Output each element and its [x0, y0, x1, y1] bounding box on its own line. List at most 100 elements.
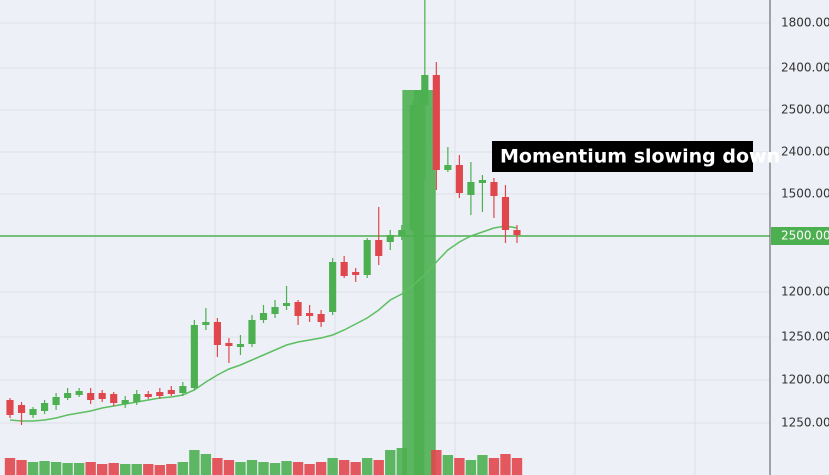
- candle-body: [501, 197, 510, 230]
- volume-bar: [304, 464, 315, 475]
- candle-body: [121, 400, 129, 404]
- volume-bar: [327, 458, 338, 475]
- candle-body: [294, 302, 302, 316]
- candle-body: [386, 235, 394, 242]
- candle-body: [432, 75, 440, 170]
- volume-bar: [27, 462, 39, 475]
- price-label: 1250.00: [781, 330, 829, 344]
- price-label: 1500.00: [781, 187, 829, 201]
- volume-bar: [292, 462, 304, 475]
- candle-body: [98, 393, 106, 399]
- volume-bar: [442, 455, 454, 475]
- candle-body: [75, 391, 83, 395]
- volume-bar: [413, 90, 436, 475]
- volume-bar: [4, 458, 16, 475]
- volume-bar: [50, 462, 62, 475]
- candle-body: [190, 325, 198, 388]
- candle-body: [317, 314, 325, 322]
- volume-bar: [131, 464, 142, 475]
- candle-body: [455, 165, 463, 193]
- level-label: 2500.00: [781, 229, 829, 243]
- candle-body: [167, 390, 175, 394]
- price-axis: 1800.00 2400.00 2500.00 2400.00 1500.00 1200.…: [771, 16, 829, 430]
- volume-bar: [177, 462, 189, 475]
- volume-bar: [73, 463, 85, 475]
- candle-body: [202, 322, 210, 325]
- candle-body: [282, 303, 291, 306]
- candle-body: [513, 230, 521, 235]
- volume-bar: [16, 460, 27, 475]
- candle-body: [271, 307, 279, 314]
- candle-body: [329, 262, 337, 312]
- candle-body: [144, 394, 152, 397]
- moving-average: [9, 225, 518, 422]
- volume-bar: [200, 454, 212, 475]
- candle-body: [340, 262, 348, 276]
- volume-bar: [246, 460, 258, 475]
- volume-bar: [281, 461, 292, 475]
- candle-body: [29, 409, 37, 415]
- candle-body: [40, 403, 49, 411]
- candle-body: [236, 344, 245, 347]
- candle-body: [17, 405, 26, 413]
- plot: [0, 0, 770, 475]
- candle-body: [213, 322, 221, 345]
- price-label: 2400.00: [781, 145, 829, 159]
- candle-body: [259, 313, 268, 320]
- volume-bar: [143, 464, 154, 475]
- volume-bar: [454, 458, 465, 475]
- volume-bar: [223, 460, 235, 475]
- level-label-box: [771, 227, 829, 245]
- price-label: 2500.00: [781, 103, 829, 117]
- price-label: 1800.00: [781, 16, 829, 30]
- volume-bar: [385, 450, 396, 475]
- candle-body: [64, 393, 72, 398]
- candle-body: [225, 343, 233, 346]
- candle-body: [375, 240, 383, 256]
- volume-bar: [477, 455, 488, 475]
- candle-body: [421, 75, 429, 105]
- volume-bar: [62, 463, 73, 475]
- candle-body: [156, 392, 164, 396]
- volume-bar: [511, 458, 523, 475]
- price-label: 1200.00: [781, 285, 829, 299]
- candle-body: [478, 180, 487, 183]
- candle-body: [409, 105, 417, 230]
- volume-bar: [465, 460, 477, 475]
- volume-bar: [120, 464, 131, 475]
- candle-body: [306, 313, 314, 316]
- price-label: 2400.00: [781, 61, 829, 75]
- volume-bar: [315, 462, 327, 475]
- volume-bar: [338, 460, 350, 475]
- volume-bar: [166, 464, 177, 475]
- candle-body: [352, 272, 360, 275]
- candle-body: [398, 230, 406, 236]
- volume-bar: [362, 458, 373, 475]
- volume-bar: [154, 465, 165, 475]
- volume-bar: [488, 458, 500, 475]
- volume-bar: [212, 458, 223, 475]
- candle-body: [110, 394, 118, 403]
- candle-body: [133, 394, 141, 402]
- candle-body: [248, 320, 256, 344]
- candle-body: [444, 165, 452, 170]
- candle-body: [87, 393, 95, 400]
- annotation-box: [492, 141, 753, 172]
- candle-body: [467, 182, 475, 195]
- volume-bar: [500, 454, 511, 475]
- candle-body: [6, 400, 14, 415]
- price-label: 1200.00: [781, 373, 829, 387]
- volume-bar: [431, 450, 442, 475]
- volume-bar: [269, 463, 281, 475]
- candle-body: [490, 182, 498, 196]
- volume-bar: [258, 462, 269, 475]
- volume-bar: [396, 448, 407, 475]
- volume-bar: [350, 462, 361, 475]
- volume-bar: [235, 462, 246, 475]
- volume-bar: [189, 450, 200, 475]
- annotation: Momentium slowing down: [500, 146, 780, 168]
- volume-bar: [85, 462, 96, 475]
- candle-body: [179, 386, 187, 393]
